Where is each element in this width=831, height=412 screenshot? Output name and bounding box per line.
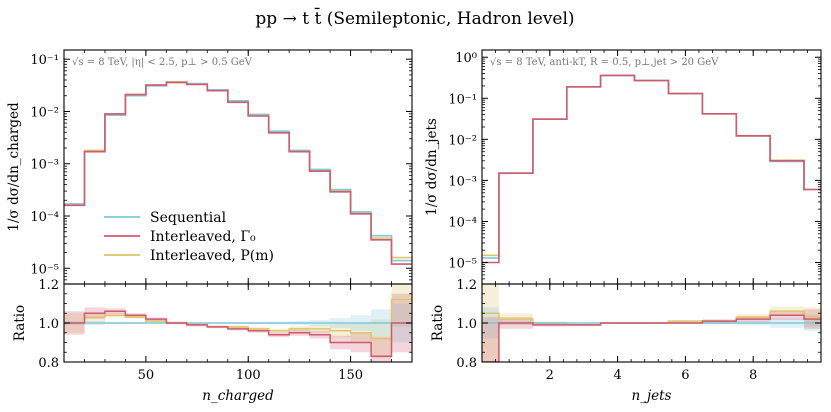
x-tick-label: 6 [681, 368, 689, 383]
ratio-tick-label: 0.8 [38, 356, 59, 371]
y-axis-label: 1/σ dσ/dn_jets [424, 118, 440, 216]
ratio-band [482, 317, 499, 362]
y-tick-label: 10⁻⁵ [30, 262, 59, 277]
ratio-tick-label: 1.2 [456, 278, 477, 293]
plots-layer: 10⁻⁵ 10⁻⁴ 10⁻³ 10⁻² 10⁻¹ 0.8 1.0 1.2 50 100 150 1/σ… [6, 49, 822, 404]
panel-1: 10⁻⁵ 10⁻⁴ 10⁻³ 10⁻² 10⁻¹ 0.8 1.0 1.2 50 100 150 1/σ… [6, 49, 413, 404]
figure-title: pp → t t̄ (Semileptonic, Hadron level) [255, 6, 574, 29]
legend-label-1: Sequential [150, 210, 227, 226]
y-tick-label: 10⁻⁴ [30, 210, 59, 225]
legend: Sequential Interleaved, Γ₀ Interleaved, P(… [104, 210, 274, 264]
y-tick-label: 10⁰ [455, 51, 477, 66]
plot-annotation: √s = 8 TeV, anti-kT, R = 0.5, p⊥,jet > 2… [490, 57, 719, 68]
ratio-tick-label: 1.0 [456, 317, 477, 332]
y-tick-label: 10⁻¹ [30, 53, 59, 68]
plot-annotation: √s = 8 TeV, |η| < 2.5, p⊥ > 0.5 GeV [72, 57, 253, 68]
x-tick-label: 50 [138, 368, 155, 383]
y-tick-label: 10⁻² [30, 105, 59, 120]
y-axis-label: 1/σ dσ/dn_charged [6, 102, 22, 232]
y-tick-label: 10⁻⁴ [448, 215, 477, 230]
y-tick-label: 10⁻³ [448, 174, 477, 189]
ratio-tick-label: 0.8 [456, 356, 477, 371]
x-tick-label: 150 [338, 368, 363, 383]
panel-2: 10⁻⁵ 10⁻⁴ 10⁻³ 10⁻² 10⁻¹ 10⁰ 0.8 1.0 1.2 2 4 6 8 1/σ … [424, 49, 822, 404]
panel-plot-area [482, 74, 821, 362]
series-line-2 [64, 81, 412, 265]
x-axis-label: n_jets [632, 388, 672, 404]
y-tick-label: 10⁻³ [30, 158, 59, 173]
ratio-line-2 [482, 314, 821, 362]
legend-label-2: Interleaved, Γ₀ [150, 229, 256, 245]
ratio-band [371, 336, 392, 362]
x-tick-label: 2 [546, 368, 554, 383]
ratio-axis-label: Ratio [430, 305, 446, 341]
ratio-tick-label: 1.2 [38, 278, 59, 293]
y-tick-label: 10⁻² [448, 133, 477, 148]
x-axis-label: n_charged [202, 388, 274, 404]
x-tick-label: 8 [749, 368, 757, 383]
ratio-tick-label: 1.0 [38, 317, 59, 332]
x-tick-label: 4 [613, 368, 621, 383]
series-line-2 [482, 74, 821, 264]
ratio-axis-label: Ratio [12, 305, 28, 341]
y-tick-label: 10⁻¹ [448, 92, 477, 107]
panel-plot-area [64, 81, 412, 362]
legend-label-3: Interleaved, P(m) [150, 248, 274, 264]
ratio-band [391, 284, 412, 327]
x-tick-label: 100 [236, 368, 261, 383]
y-tick-label: 10⁻⁵ [448, 257, 477, 272]
ratio-line-2 [64, 310, 412, 357]
